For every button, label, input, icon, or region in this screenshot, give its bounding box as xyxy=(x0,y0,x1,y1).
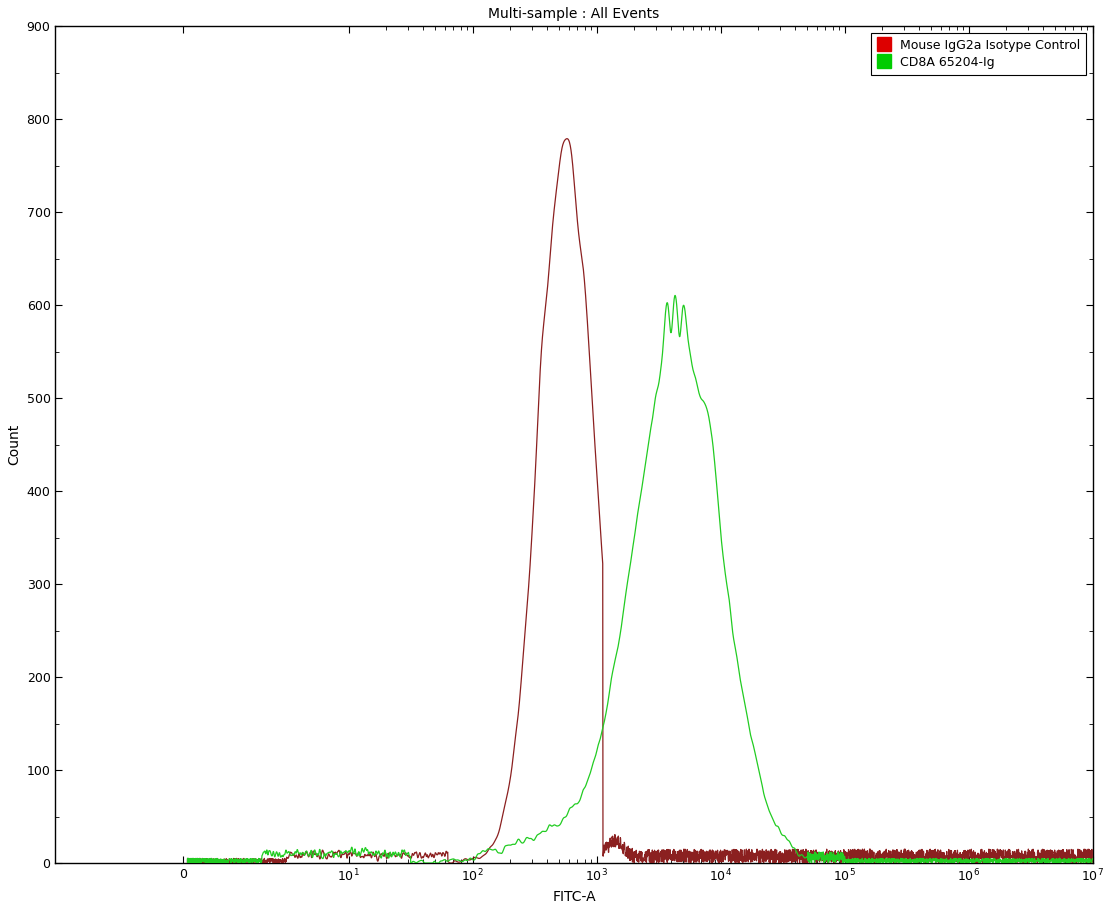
Y-axis label: Count: Count xyxy=(7,424,21,466)
X-axis label: FITC-A: FITC-A xyxy=(552,890,595,904)
Title: Multi-sample : All Events: Multi-sample : All Events xyxy=(489,7,660,21)
Legend: Mouse IgG2a Isotype Control, CD8A 65204-Ig: Mouse IgG2a Isotype Control, CD8A 65204-… xyxy=(871,33,1087,75)
